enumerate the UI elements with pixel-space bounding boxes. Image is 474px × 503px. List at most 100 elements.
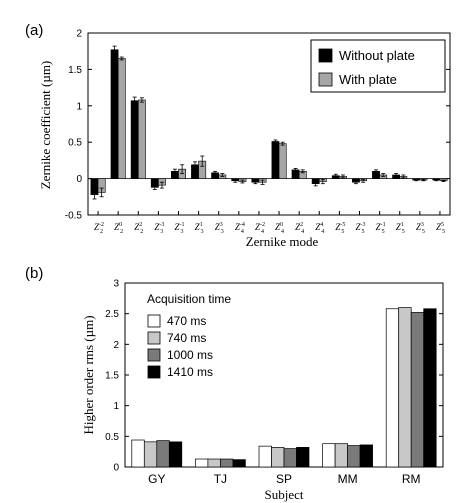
- chart-b: 0 0.5 1 1.5 2 2.5 3 GY TJ SP MM RM Acquisition time 4…: [105, 279, 444, 486]
- chart-a-xtick-label: Z3 3: [215, 222, 224, 235]
- chart-a-xtick-label: Z-1 3: [175, 222, 185, 235]
- zernike-superscript: 5: [441, 222, 444, 228]
- chart-a-bar: [137, 99, 146, 179]
- zernike-subscript: 5: [402, 229, 405, 235]
- zernike-subscript: 5: [382, 229, 385, 235]
- chart-a-xtick-label: Z0 4: [275, 222, 284, 235]
- panel-a-label: (a): [25, 22, 43, 39]
- zernike-base: Z: [195, 222, 201, 232]
- chart-a-xtick-label: Z5 5: [436, 222, 445, 235]
- chart-b-xtick-label: RM: [402, 472, 421, 486]
- zernike-superscript: -2: [260, 222, 265, 228]
- zernike-superscript: 1: [200, 222, 203, 228]
- chart-b-bar: [195, 458, 209, 468]
- chart-a-ytick-label: 1: [76, 101, 82, 112]
- chart-b-bar: [322, 443, 336, 468]
- zernike-base: Z: [335, 222, 341, 232]
- zernike-subscript: 4: [261, 229, 264, 235]
- chart-b-bar: [359, 444, 373, 468]
- chart-a-xtick-label: Z2 2: [134, 222, 143, 235]
- panel-b-label: (b): [25, 265, 43, 282]
- zernike-base: Z: [94, 222, 100, 232]
- zernike-base: Z: [416, 222, 422, 232]
- chart-a-xtick-label: Z2 4: [295, 222, 304, 235]
- chart-a: -0.500.511.52Z-2 2 Z0 2 Z2 2 Z-3 3 Z-1 3 Z1 3 Z3 3 Z-4…: [65, 29, 451, 235]
- chart-a-xtick-label: Z-5 5: [335, 222, 345, 235]
- zernike-superscript: 1: [401, 222, 404, 228]
- chart-b-bar: [283, 448, 297, 468]
- zernike-superscript: 4: [320, 222, 323, 228]
- zernike-subscript: 4: [281, 229, 284, 235]
- chart-b-ytick-label: 0: [113, 463, 119, 474]
- chart-a-xtick-label: Z-1 5: [376, 222, 386, 235]
- chart-a-legend-swatch: [318, 72, 333, 87]
- chart-a-ytick-label: 0: [76, 174, 82, 185]
- chart-b-legend-label: 740 ms: [167, 331, 206, 345]
- chart-a-xtick-label: Z-3 3: [154, 222, 164, 235]
- chart-a-legend-swatch: [318, 48, 333, 63]
- chart-b-legend-label: 1000 ms: [167, 348, 213, 362]
- chart-a-xtick-label: Z3 5: [416, 222, 425, 235]
- chart-a-xtick-label: Z-3 5: [356, 222, 366, 235]
- zernike-base: Z: [255, 222, 261, 232]
- chart-b-legend-swatch: [147, 331, 161, 345]
- chart-a-xtick-label: Z-2 4: [255, 222, 265, 235]
- chart-a-xtick-label: Z0 2: [114, 222, 123, 235]
- zernike-base: Z: [436, 222, 442, 232]
- chart-b-bar: [347, 445, 361, 468]
- zernike-subscript: 3: [160, 229, 163, 235]
- chart-a-xtick-label: Z-4 4: [235, 222, 245, 235]
- zernike-base: Z: [376, 222, 382, 232]
- zernike-base: Z: [396, 222, 402, 232]
- zernike-superscript: 2: [139, 222, 142, 228]
- chart-b-ytick-label: 2.5: [105, 309, 119, 320]
- zernike-superscript: 2: [300, 222, 303, 228]
- chart-b-xtick-label: MM: [338, 472, 358, 486]
- zernike-base: Z: [114, 222, 120, 232]
- chart-a-xtick-label: Z1 5: [396, 222, 405, 235]
- chart-a-legend: [310, 39, 446, 93]
- zernike-subscript: 5: [362, 229, 365, 235]
- zernike-superscript: 0: [280, 222, 283, 228]
- chart-b-legend-swatch: [147, 348, 161, 362]
- zernike-subscript: 4: [301, 229, 304, 235]
- chart-b-bar: [398, 307, 412, 468]
- chart-b-bar: [143, 441, 158, 468]
- chart-b-xlabel: Subject: [265, 487, 304, 502]
- chart-b-bar: [207, 458, 221, 468]
- chart-a-xlabel: Zernike mode: [246, 234, 319, 249]
- chart-a-bar: [117, 58, 126, 179]
- chart-b-bar: [258, 445, 272, 468]
- chart-b-bar: [156, 440, 170, 468]
- chart-a-xtick-label: Z4 4: [315, 222, 324, 235]
- chart-a-bar: [110, 49, 119, 179]
- zernike-base: Z: [315, 222, 321, 232]
- chart-b-ytick-label: 0.5: [105, 432, 119, 443]
- chart-a-ytick-label: 2: [76, 29, 82, 40]
- zernike-base: Z: [175, 222, 181, 232]
- zernike-superscript: -1: [381, 222, 386, 228]
- chart-a-legend-label: With plate: [339, 72, 397, 87]
- chart-b-xtick-label: TJ: [214, 472, 227, 486]
- zernike-base: Z: [235, 222, 241, 232]
- chart-b-bar: [423, 308, 437, 468]
- zernike-subscript: 5: [422, 229, 425, 235]
- chart-b-bar: [385, 308, 400, 468]
- zernike-superscript: -2: [99, 222, 104, 228]
- zernike-superscript: 3: [421, 222, 424, 228]
- zernike-superscript: -3: [361, 222, 366, 228]
- chart-b-legend-swatch: [147, 314, 161, 328]
- chart-b-bar: [410, 312, 425, 468]
- chart-a-ytick-label: -0.5: [65, 211, 83, 222]
- chart-b-bar: [131, 439, 145, 468]
- chart-b-legend-title: Acquisition time: [147, 292, 231, 306]
- zernike-superscript: -1: [180, 222, 185, 228]
- chart-a-xtick-label: Z1 3: [195, 222, 204, 235]
- chart-a-xtick-label: Z-2 2: [94, 222, 104, 235]
- zernike-subscript: 2: [120, 229, 123, 235]
- chart-b-xtick-label: GY: [148, 472, 165, 486]
- zernike-base: Z: [295, 222, 301, 232]
- chart-b-ytick-label: 1.5: [105, 371, 119, 382]
- zernike-subscript: 4: [241, 229, 244, 235]
- chart-a-ytick-label: 0.5: [68, 138, 82, 149]
